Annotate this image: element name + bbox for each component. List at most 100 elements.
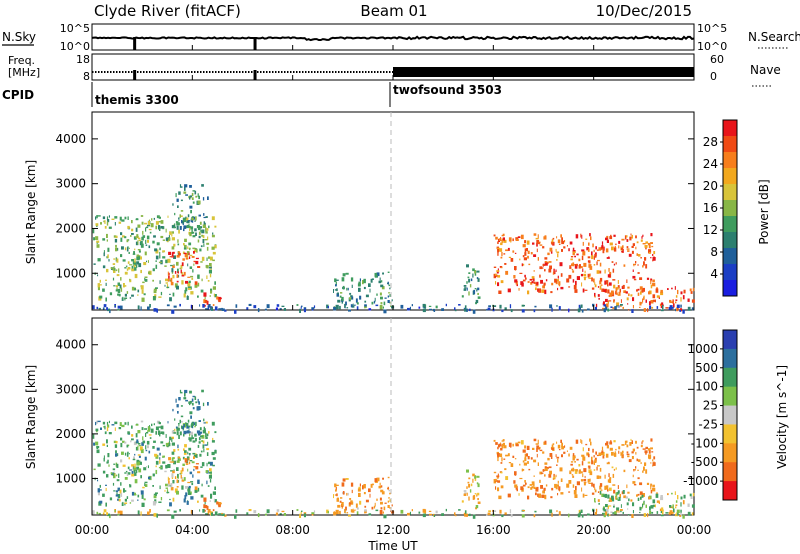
velocity-cell — [102, 443, 106, 446]
velocity-cell — [575, 439, 579, 444]
velocity-cell — [121, 424, 125, 428]
velocity-cell — [632, 474, 634, 478]
power-cell — [689, 288, 692, 292]
power-cell — [593, 256, 595, 260]
range-tick-label: 4000 — [55, 338, 86, 352]
colorbar-tick-label: -1000 — [683, 474, 718, 488]
power-cell — [171, 231, 174, 234]
velocity-cell — [190, 509, 192, 514]
power-cell — [185, 217, 189, 221]
velocity-cell — [191, 482, 194, 486]
velocity-cell — [568, 513, 570, 518]
power-cell — [495, 236, 498, 240]
freq-panel: Freq. [MHz] 18 8 60 0 Nave — [8, 53, 781, 87]
power-cell — [595, 303, 598, 308]
power-cell — [203, 243, 205, 247]
velocity-cell — [281, 510, 285, 513]
power-cell — [500, 266, 503, 269]
power-cell — [515, 238, 519, 241]
velocity-cell — [177, 456, 181, 459]
velocity-cell — [645, 504, 647, 508]
velocity-cell — [675, 513, 676, 517]
velocity-cell — [607, 479, 611, 483]
velocity-cell — [182, 463, 185, 466]
velocity-cell — [418, 511, 421, 514]
power-cell — [551, 242, 554, 245]
velocity-cell — [191, 461, 195, 464]
power-cell — [189, 266, 193, 269]
velocity-cell — [689, 493, 692, 497]
power-cell — [384, 297, 387, 299]
velocity-cell — [652, 499, 656, 504]
power-cell — [375, 304, 379, 307]
power-cell — [656, 287, 658, 289]
velocity-cell — [189, 437, 192, 442]
power-cell — [601, 246, 604, 248]
velocity-cell — [115, 441, 118, 444]
power-cell — [495, 281, 497, 285]
power-cell — [211, 307, 213, 311]
velocity-cell — [189, 390, 192, 394]
velocity-cell — [632, 510, 634, 514]
power-cell — [194, 220, 196, 222]
velocity-cell — [544, 467, 548, 471]
power-cell — [183, 293, 186, 298]
power-cell — [623, 264, 626, 267]
velocity-cell — [185, 486, 188, 489]
power-cell — [538, 288, 542, 293]
power-cell — [549, 304, 553, 309]
power-cell — [102, 288, 105, 292]
velocity-cell — [475, 507, 477, 510]
velocity-cell — [182, 456, 185, 460]
power-cell — [187, 287, 191, 290]
velocity-cell — [633, 469, 636, 471]
velocity-cell — [193, 466, 196, 468]
power-cell — [651, 306, 654, 309]
power-cell — [186, 295, 189, 300]
velocity-cell — [605, 504, 608, 508]
velocity-cell — [665, 512, 669, 514]
power-cell — [109, 292, 113, 296]
power-cell — [532, 242, 535, 245]
velocity-cell — [189, 433, 191, 437]
velocity-cell — [383, 506, 386, 511]
power-cell — [609, 242, 613, 246]
velocity-cell — [95, 441, 99, 446]
power-cell — [192, 201, 195, 204]
power-cell — [201, 234, 204, 237]
velocity-cell — [166, 509, 170, 512]
velocity-cell — [466, 486, 468, 489]
power-cell — [621, 251, 624, 253]
power-cell — [188, 225, 191, 228]
power-cell — [115, 285, 119, 288]
power-cell — [561, 237, 563, 242]
power-cell — [110, 267, 113, 270]
power-cell — [632, 305, 634, 309]
power-cell — [206, 300, 209, 305]
power-cell — [534, 305, 537, 308]
power-cell — [188, 256, 191, 259]
velocity-cell — [210, 493, 213, 498]
power-cell — [169, 231, 172, 235]
power-cell — [342, 285, 345, 290]
power-cell — [133, 251, 135, 255]
velocity-cell — [191, 437, 195, 440]
velocity-cell — [656, 511, 659, 514]
velocity-cell — [100, 427, 102, 430]
velocity-cell — [114, 509, 116, 512]
power-cell — [643, 261, 645, 266]
power-cell — [127, 216, 129, 220]
velocity-cell — [177, 444, 179, 449]
velocity-cell — [464, 513, 467, 517]
velocity-cell — [554, 483, 557, 488]
power-cell — [176, 255, 180, 258]
velocity-cell — [121, 451, 124, 455]
power-cell — [587, 308, 590, 311]
velocity-cell — [637, 497, 640, 501]
velocity-cell — [628, 459, 632, 463]
velocity-cell — [612, 473, 615, 478]
velocity-cell — [533, 459, 537, 463]
colorbar-segment — [723, 232, 737, 249]
velocity-cell — [627, 508, 629, 510]
power-cell — [641, 302, 643, 304]
